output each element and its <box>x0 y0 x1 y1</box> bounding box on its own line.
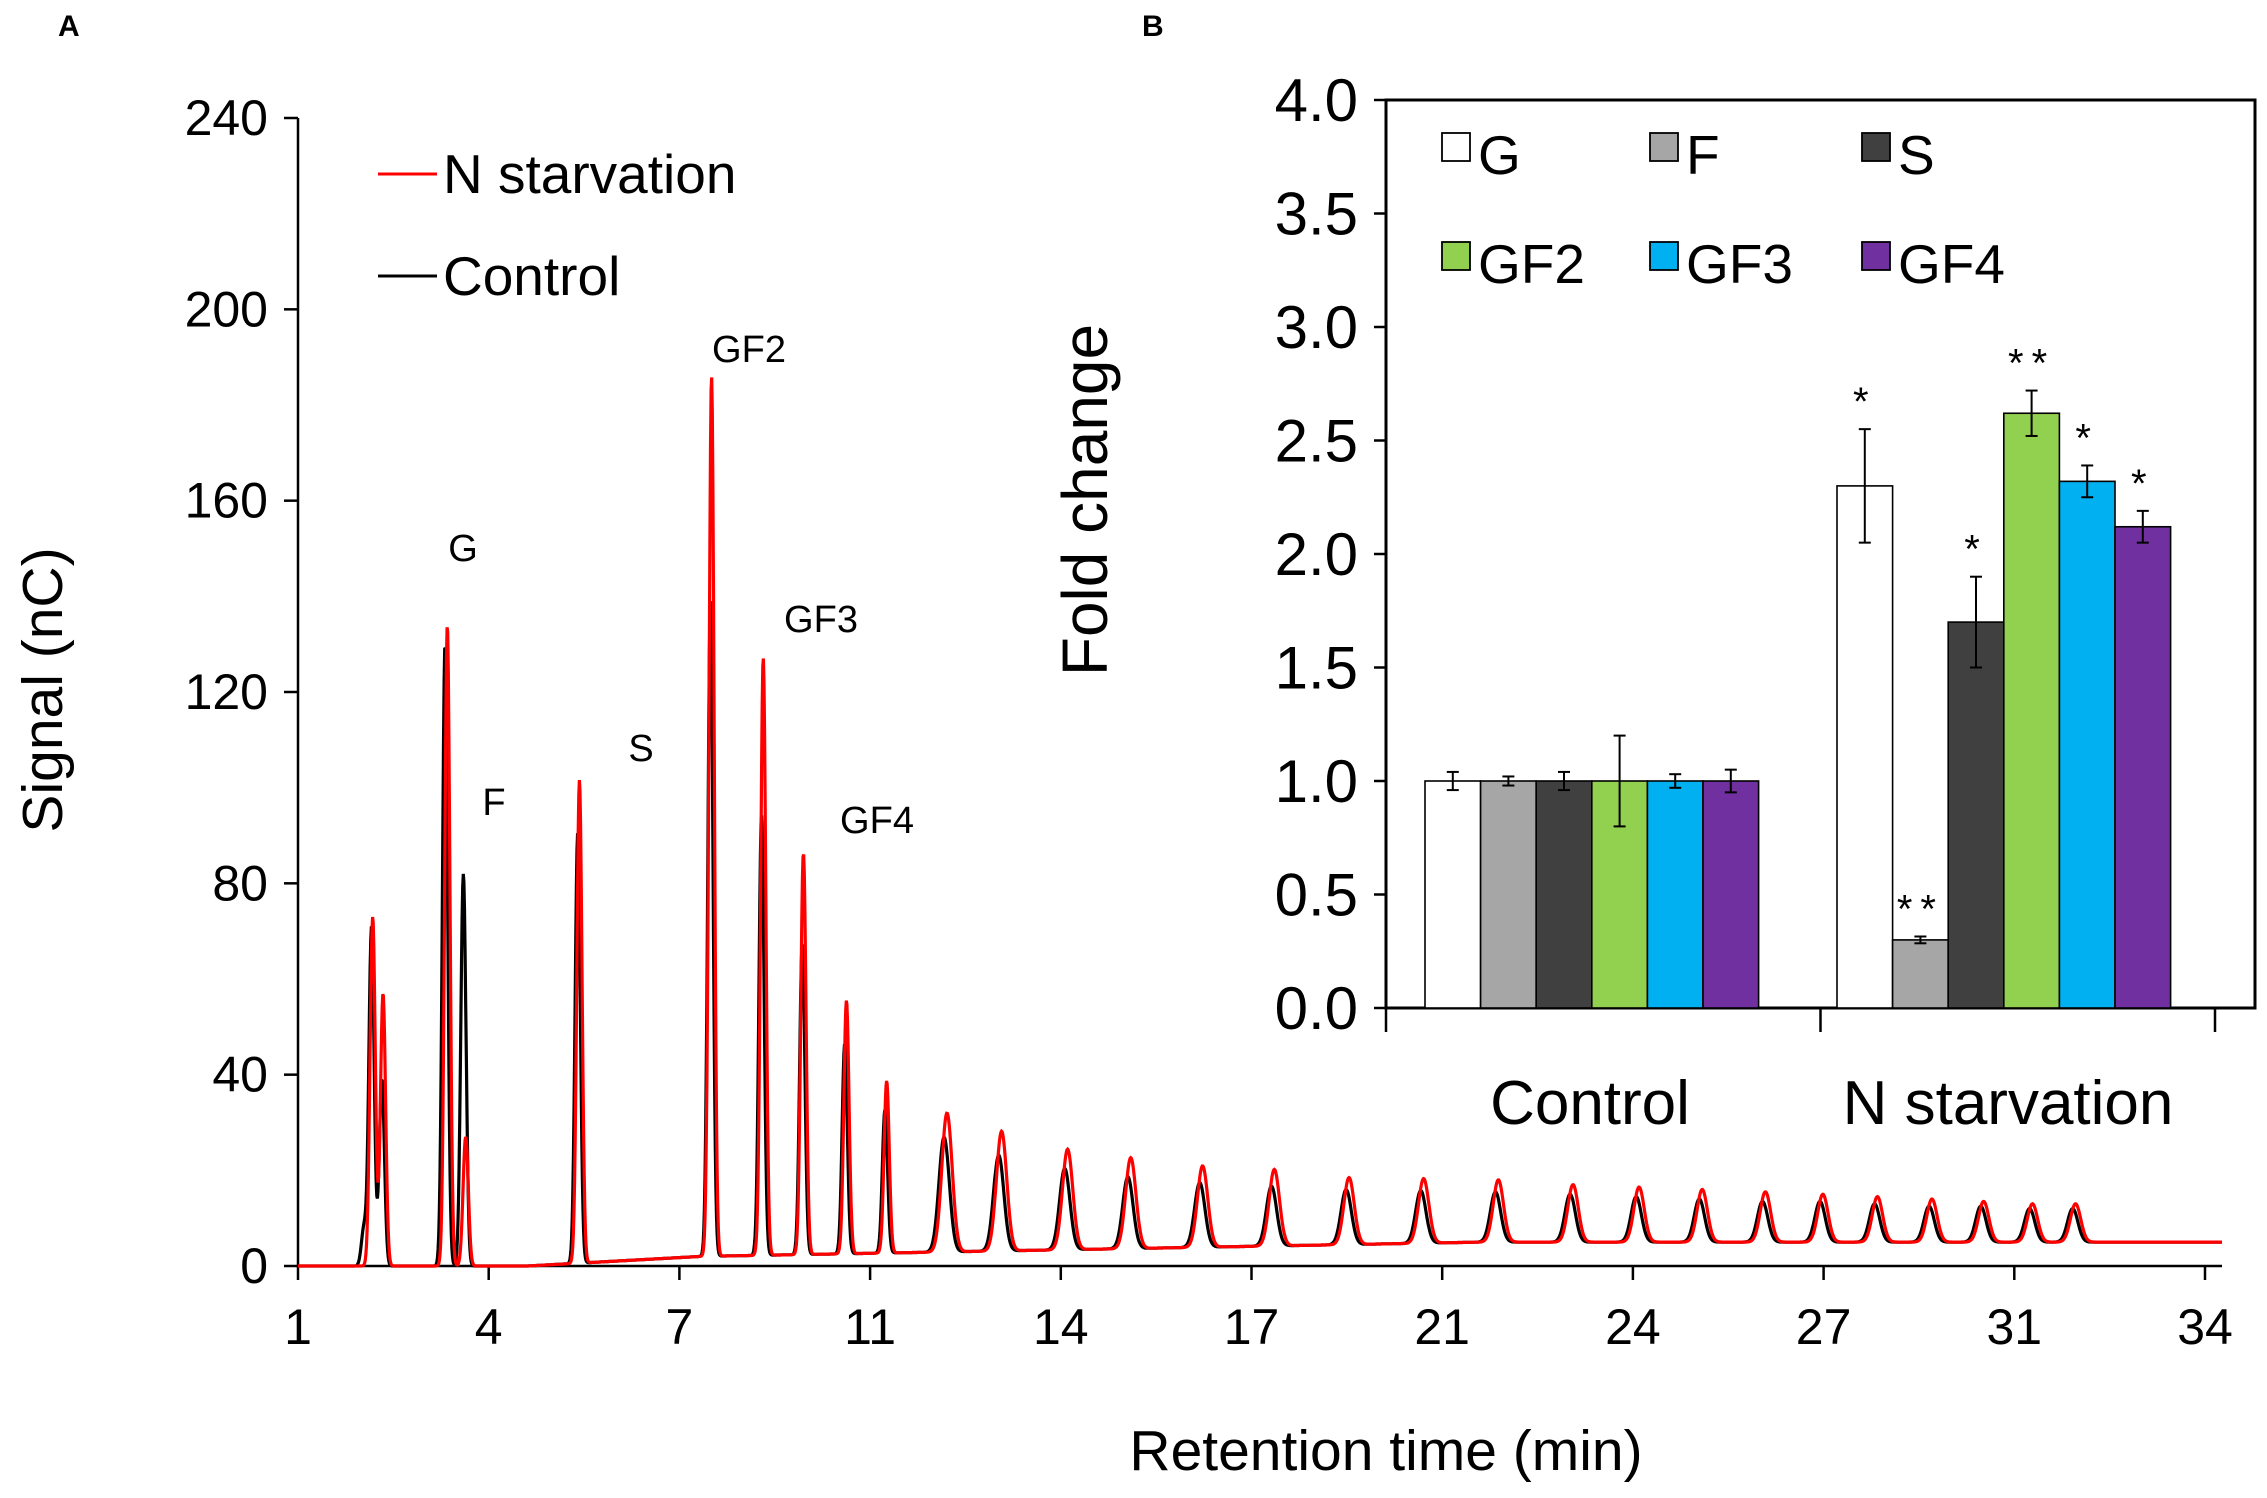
bar-gf4-control <box>1702 780 1760 1009</box>
legend-swatch-g <box>1441 132 1471 162</box>
significance-marker: ** <box>2008 342 2055 386</box>
bar-g-control <box>1424 780 1482 1009</box>
y-tick-label: 0 <box>240 1238 268 1294</box>
legend-label-gf3: GF3 <box>1686 233 1793 295</box>
peak-label-gf4: GF4 <box>840 800 914 842</box>
group-label: N starvation <box>1843 1069 2174 1138</box>
peak-label-f: F <box>482 782 505 824</box>
y-tick-label: 160 <box>185 473 268 529</box>
panel-a-x-ticks: 1 4 7 11 14 17 21 24 27 31 34 <box>284 1266 2233 1355</box>
bar-gf3-control <box>1646 780 1704 1009</box>
significance-marker: * <box>1853 380 1877 424</box>
bar-gf4-n-starvation <box>2114 525 2172 1009</box>
y-tick-label: 1.0 <box>1275 748 1358 815</box>
bar-s-control <box>1535 780 1593 1009</box>
x-tick-label: 17 <box>1224 1299 1280 1355</box>
x-tick-label: 24 <box>1605 1299 1661 1355</box>
legend-label-s: S <box>1898 124 1935 186</box>
panel-b-label: B <box>1142 10 1164 43</box>
panel-b-bars: ******** <box>1424 342 2172 1009</box>
significance-marker: * <box>1964 528 1988 572</box>
panel-b-y-axis-title: Fold change <box>1049 324 1121 676</box>
x-tick-label: 34 <box>2177 1299 2233 1355</box>
legend-swatch-gf2 <box>1441 241 1471 271</box>
legend-label-n-starvation: N starvation <box>443 143 736 205</box>
significance-marker: * <box>2075 416 2099 460</box>
bar-s-n-starvation <box>1947 621 2005 1009</box>
panel-a-series <box>298 377 2222 1268</box>
legend-swatch-gf3 <box>1649 241 1679 271</box>
y-tick-label: 120 <box>185 664 268 720</box>
x-tick-label: 14 <box>1033 1299 1089 1355</box>
y-tick-label: 1.5 <box>1275 635 1358 702</box>
panel-a-label: A <box>58 10 80 43</box>
significance-marker: ** <box>1897 887 1944 931</box>
peak-label-s: S <box>628 728 653 770</box>
y-tick-label: 2.5 <box>1275 408 1358 475</box>
legend-label-g: G <box>1478 124 1521 186</box>
bar-gf3-n-starvation <box>2058 480 2116 1009</box>
bar-f-n-starvation <box>1891 939 1949 1009</box>
y-tick-label: 40 <box>212 1047 268 1103</box>
x-tick-label: 11 <box>844 1299 896 1355</box>
bar-f-control <box>1479 780 1537 1009</box>
panel-a-y-axis-title: Signal (nC) <box>11 547 75 832</box>
legend-label-gf2: GF2 <box>1478 233 1585 295</box>
peak-label-gf2: GF2 <box>712 329 786 371</box>
bar-g-n-starvation <box>1836 485 1894 1009</box>
significance-marker: * <box>2131 462 2155 506</box>
peak-label-gf3: GF3 <box>784 599 858 641</box>
panel-a-y-ticks: 0 40 80 120 160 200 240 <box>185 90 298 1294</box>
panel-b-legend: G F S GF2 GF3 GF4 <box>1441 124 2005 295</box>
y-tick-label: 3.5 <box>1275 181 1358 248</box>
y-tick-label: 240 <box>185 90 268 146</box>
legend-label-gf4: GF4 <box>1898 233 2005 295</box>
legend-swatch-gf4 <box>1861 241 1891 271</box>
peak-label-g: G <box>448 528 478 570</box>
panel-b-group-labels: Control N starvation <box>1490 1069 2173 1138</box>
x-tick-label: 1 <box>284 1299 312 1355</box>
series-line-n-starvation <box>298 377 2222 1268</box>
y-tick-label: 0.5 <box>1275 862 1358 929</box>
x-tick-label: 7 <box>665 1299 693 1355</box>
legend-swatch-f <box>1649 132 1679 162</box>
y-tick-label: 3.0 <box>1275 294 1358 361</box>
y-tick-label: 4.0 <box>1275 67 1358 134</box>
x-tick-label: 31 <box>1986 1299 2042 1355</box>
legend-swatch-s <box>1861 132 1891 162</box>
x-tick-label: 4 <box>475 1299 503 1355</box>
y-tick-label: 0.0 <box>1275 975 1358 1042</box>
y-tick-label: 200 <box>185 281 268 337</box>
panel-b-y-ticks: 0.0 0.5 1.0 1.5 2.0 2.5 3.0 3.5 4.0 <box>1275 67 2217 1042</box>
y-tick-label: 80 <box>212 855 268 911</box>
y-tick-label: 2.0 <box>1275 521 1358 588</box>
bar-gf2-n-starvation <box>2003 412 2061 1009</box>
legend-label-f: F <box>1686 124 1720 186</box>
group-label: Control <box>1490 1069 1690 1138</box>
x-tick-label: 21 <box>1414 1299 1470 1355</box>
x-tick-label: 27 <box>1796 1299 1852 1355</box>
panel-a-x-axis-title: Retention time (min) <box>1129 1419 1642 1483</box>
legend-label-control: Control <box>443 245 620 307</box>
